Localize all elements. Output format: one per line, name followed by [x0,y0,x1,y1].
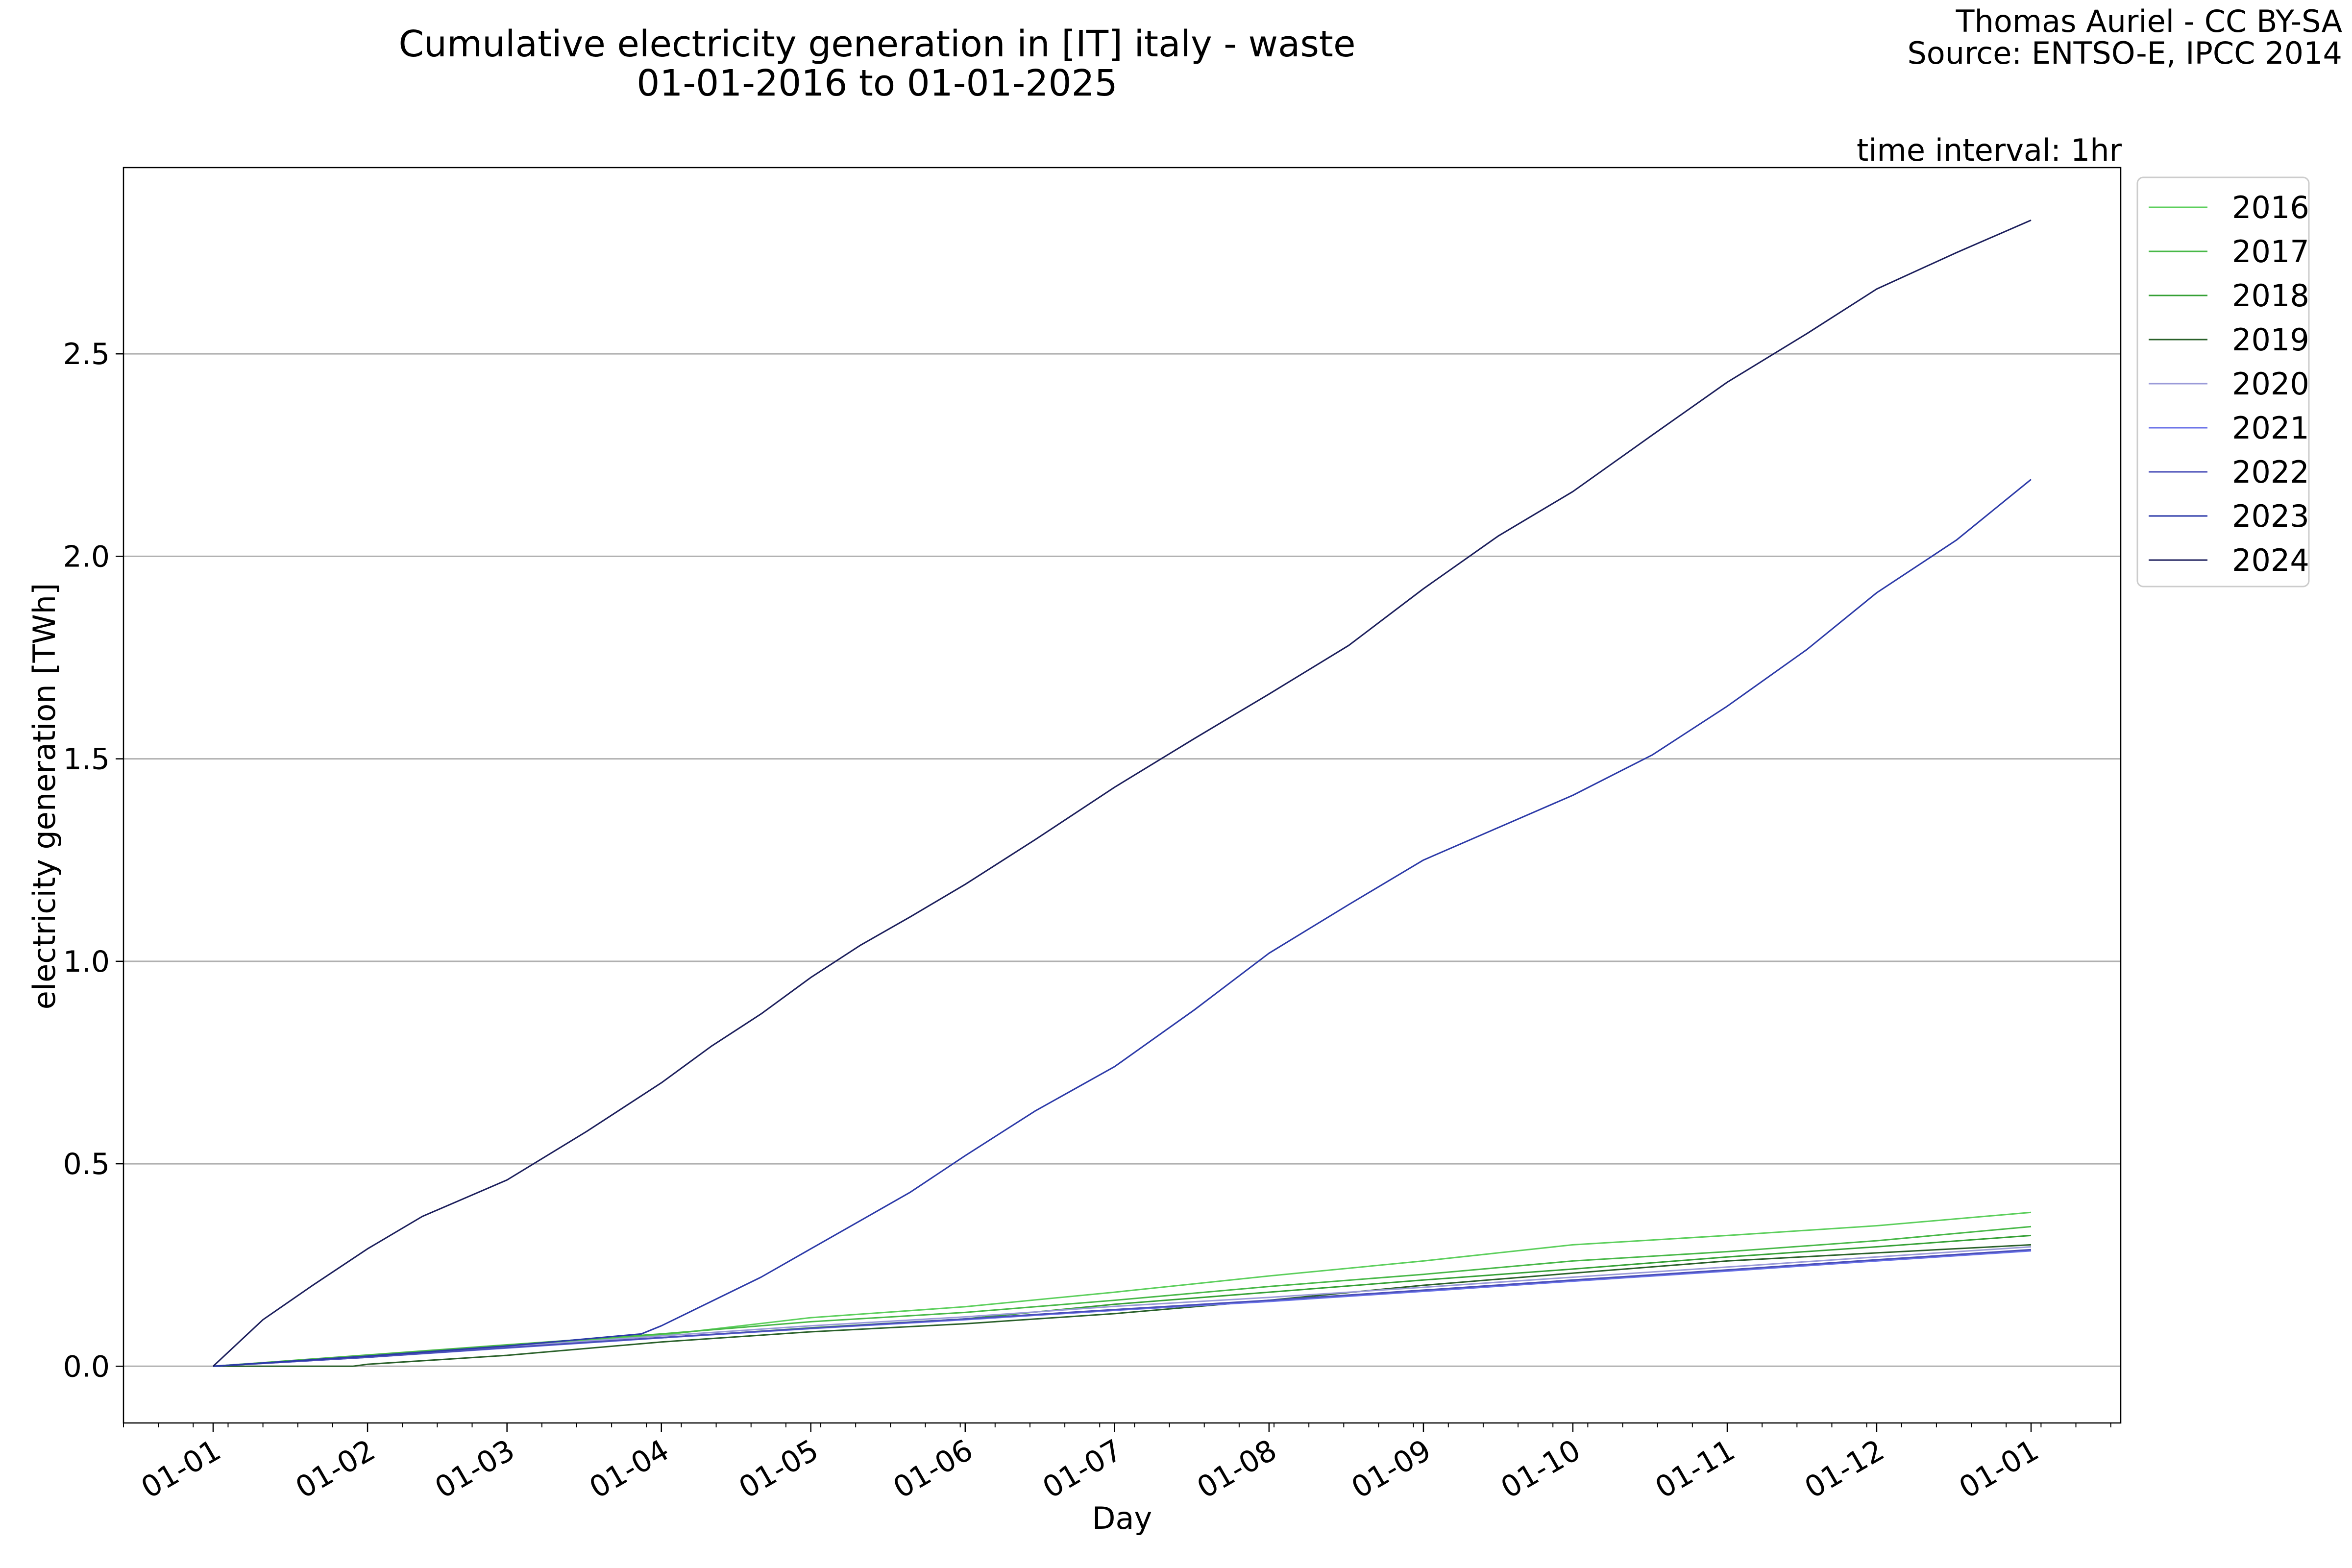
series-line-2016 [213,1211,2032,1367]
y-tick-label: 0.5 [63,1147,110,1181]
x-tick-label: 01-06 [887,1433,979,1505]
legend-label-2022: 2022 [2232,454,2309,490]
credit-source: Source: ENTSO-E, IPCC 2014 [1907,35,2342,71]
gridlines [123,353,2121,1367]
y-tick-label: 1.0 [63,945,110,979]
x-tick-label: 01-02 [290,1433,381,1505]
series-line-2017 [213,1225,2032,1367]
credit-author: Thomas Auriel - CC BY-SA [1956,3,2342,39]
legend-label-2018: 2018 [2232,278,2309,314]
x-tick-label: 01-03 [429,1433,520,1505]
series-line-2023 [213,479,2032,1367]
legend-label-2016: 2016 [2232,190,2309,225]
series-lines [212,220,2032,1367]
x-tick-label: 01-07 [1037,1433,1128,1505]
legend-box [2136,176,2310,588]
y-tick-label: 2.0 [63,539,110,574]
x-axis-ticks: 01-01 01-02 01-03 01-04 01-05 01-06 01-07 01-08… [123,1423,2111,1505]
legend-label-2021: 2021 [2232,410,2309,446]
x-tick-label: 01-04 [584,1433,675,1505]
y-tick-label: 0.0 [63,1349,110,1384]
x-axis-label: Day [1092,1500,1152,1536]
x-tick-label: 01-08 [1191,1433,1282,1505]
legend: 2016 2017 2018 2019 2020 2021 2022 2023 2024 [2136,176,2310,588]
x-tick-label: 01-09 [1346,1433,1437,1505]
plot-frame [122,167,2122,1424]
legend-label-2020: 2020 [2232,366,2309,402]
y-axis-label: electricity generation [TWh] [26,583,62,1009]
chart-title-line1: Cumulative electricity generation in [IT… [399,23,1356,65]
legend-label-2024: 2024 [2232,542,2309,578]
y-axis-ticks: 0.0 0.5 1.0 1.5 2.0 2.5 [63,337,123,1384]
x-tick-label: 01-05 [733,1433,824,1505]
x-tick-label: 01-10 [1495,1433,1586,1505]
x-tick-label: 01-01 [1954,1433,2045,1505]
legend-label-2023: 2023 [2232,498,2309,534]
time-interval-note: time interval: 1hr [1857,132,2122,168]
series-line-2024 [212,220,2032,1367]
series-line-2020 [213,1246,2032,1367]
x-tick-label: 01-12 [1799,1433,1890,1505]
y-tick-label: 1.5 [63,742,110,777]
legend-label-2017: 2017 [2232,234,2309,270]
x-tick-label: 01-01 [135,1433,226,1505]
legend-label-2019: 2019 [2232,322,2309,358]
chart-title-line2: 01-01-2016 to 01-01-2025 [637,62,1117,104]
x-tick-label: 01-11 [1649,1433,1740,1505]
series-line-2022 [213,1249,2032,1367]
y-tick-label: 2.5 [63,337,110,371]
series-line-2019 [213,1244,2032,1367]
